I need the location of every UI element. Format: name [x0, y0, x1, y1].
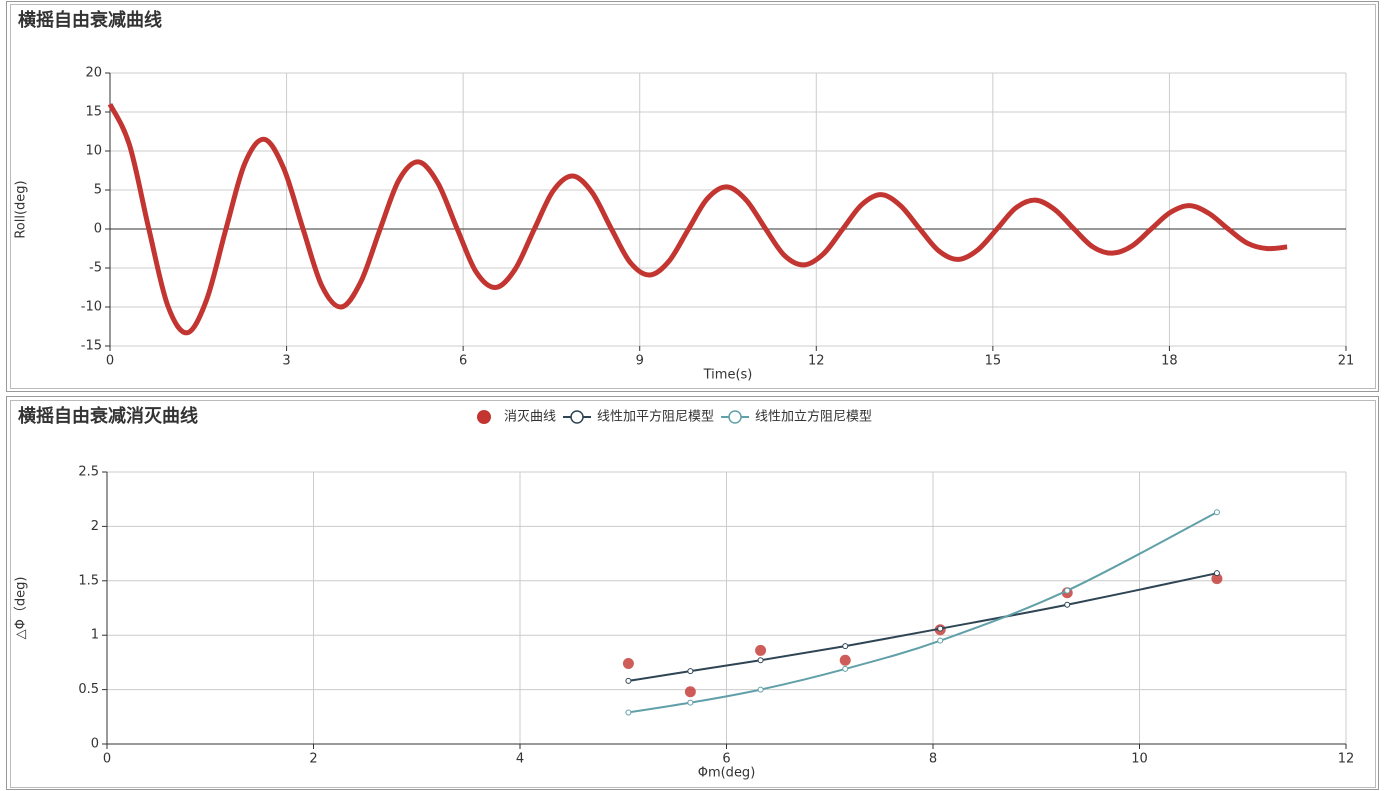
- y-tick-label: -15: [81, 339, 102, 354]
- y-axis-label: Roll(deg): [14, 180, 29, 238]
- legend-label: 线性加立方阻尼模型: [755, 409, 872, 425]
- line-point: [757, 686, 764, 693]
- line-point: [1213, 570, 1220, 577]
- series-line: [107, 103, 1288, 336]
- x-axis-label: Time(s): [703, 368, 753, 383]
- line-point: [687, 668, 694, 675]
- y-tick-label: 0: [91, 737, 99, 752]
- panel-border: [10, 400, 1376, 788]
- panel-border: [6, 396, 1379, 790]
- line-point: [1213, 509, 1220, 516]
- x-tick-label: 21: [1338, 354, 1355, 369]
- line-point: [1064, 587, 1071, 594]
- legend-icon: [477, 410, 491, 424]
- panel-border: [10, 4, 1376, 389]
- y-tick-label: 1: [91, 628, 99, 643]
- line-point: [937, 625, 944, 632]
- x-tick-label: 4: [516, 752, 524, 767]
- x-tick-label: 15: [985, 354, 1002, 369]
- legend-label: 线性加平方阻尼模型: [597, 409, 714, 425]
- y-axis-label: △Φ（deg): [14, 577, 29, 640]
- scatter-point: [1211, 573, 1223, 585]
- y-tick-label: 5: [94, 183, 102, 198]
- y-tick-label: 10: [85, 144, 102, 159]
- legend-icon: [570, 410, 584, 424]
- x-tick-label: 6: [722, 752, 730, 767]
- legend-icon: [728, 410, 742, 424]
- x-tick-label: 10: [1131, 752, 1148, 767]
- series-line: [628, 511, 1218, 714]
- line-point: [937, 637, 944, 644]
- line-point: [842, 643, 849, 650]
- series-line: [628, 572, 1218, 682]
- x-tick-label: 12: [1338, 752, 1355, 767]
- scatter-point: [622, 657, 634, 669]
- x-tick-label: 3: [282, 354, 290, 369]
- scatter-point: [839, 654, 851, 666]
- y-tick-label: -5: [89, 261, 102, 276]
- x-tick-label: 9: [636, 354, 644, 369]
- y-tick-label: 15: [85, 105, 102, 120]
- scatter-point: [684, 686, 696, 698]
- legend-label: 消灭曲线: [504, 410, 556, 425]
- x-tick-label: 8: [929, 752, 937, 767]
- line-point: [1064, 601, 1071, 608]
- y-tick-label: 0.5: [78, 682, 99, 697]
- line-point: [625, 709, 632, 716]
- chart-title: 横摇自由衰减曲线: [18, 9, 162, 31]
- y-tick-label: 20: [85, 66, 102, 81]
- line-point: [757, 657, 764, 664]
- x-tick-label: 2: [309, 752, 317, 767]
- line-point: [842, 665, 849, 672]
- panel-border: [6, 1, 1379, 392]
- scatter-point: [755, 644, 767, 656]
- y-tick-label: 0: [94, 222, 102, 237]
- chart-title: 横摇自由衰减消灭曲线: [18, 405, 198, 427]
- x-tick-label: 12: [808, 354, 825, 369]
- x-tick-label: 6: [459, 354, 467, 369]
- y-tick-label: 2.5: [78, 465, 99, 480]
- line-point: [625, 677, 632, 684]
- x-axis-label: Φm(deg): [698, 766, 756, 781]
- y-tick-label: 2: [91, 519, 99, 534]
- x-tick-label: 0: [106, 354, 114, 369]
- x-tick-label: 0: [103, 752, 111, 767]
- x-tick-label: 18: [1161, 354, 1178, 369]
- line-point: [687, 699, 694, 706]
- y-tick-label: 1.5: [78, 573, 99, 588]
- y-tick-label: -10: [81, 300, 102, 315]
